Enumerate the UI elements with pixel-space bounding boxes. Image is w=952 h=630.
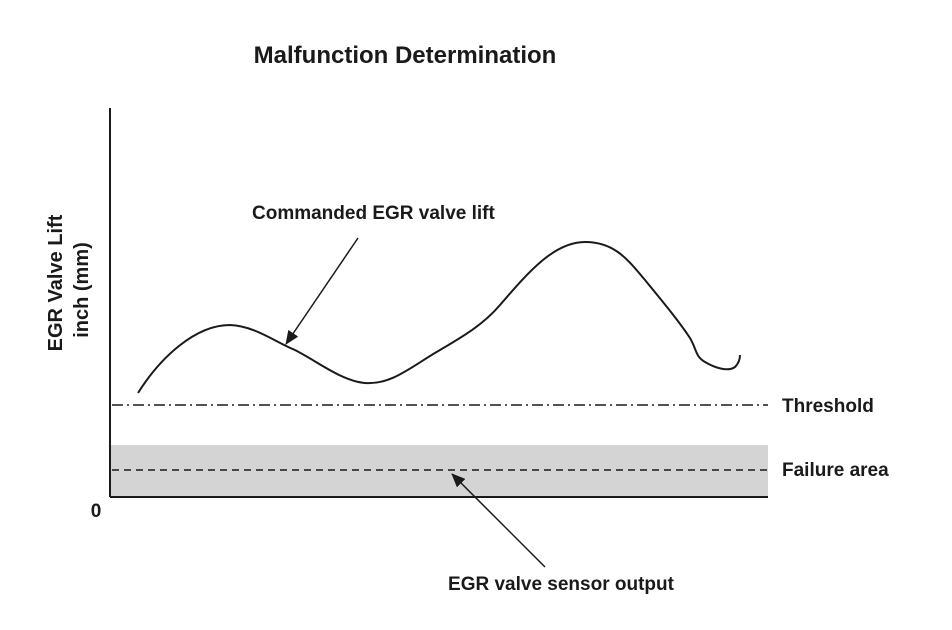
- threshold-label: Threshold: [782, 396, 874, 417]
- diagram-title: Malfunction Determination: [254, 42, 557, 69]
- failure-area-band: [111, 445, 768, 497]
- failure-area-label: Failure area: [782, 460, 889, 481]
- commanded-lift-arrow: [285, 237, 359, 345]
- commanded-lift-label: Commanded EGR valve lift: [252, 203, 496, 224]
- y-axis-label-line2: inch (mm): [71, 242, 93, 338]
- y-axis-label-line1: EGR Valve Lift: [45, 214, 67, 351]
- origin-label: 0: [91, 501, 102, 522]
- sensor-output-arrow: [451, 473, 546, 568]
- sensor-output-label: EGR valve sensor output: [448, 574, 675, 595]
- commanded-lift-curve: [137, 240, 741, 394]
